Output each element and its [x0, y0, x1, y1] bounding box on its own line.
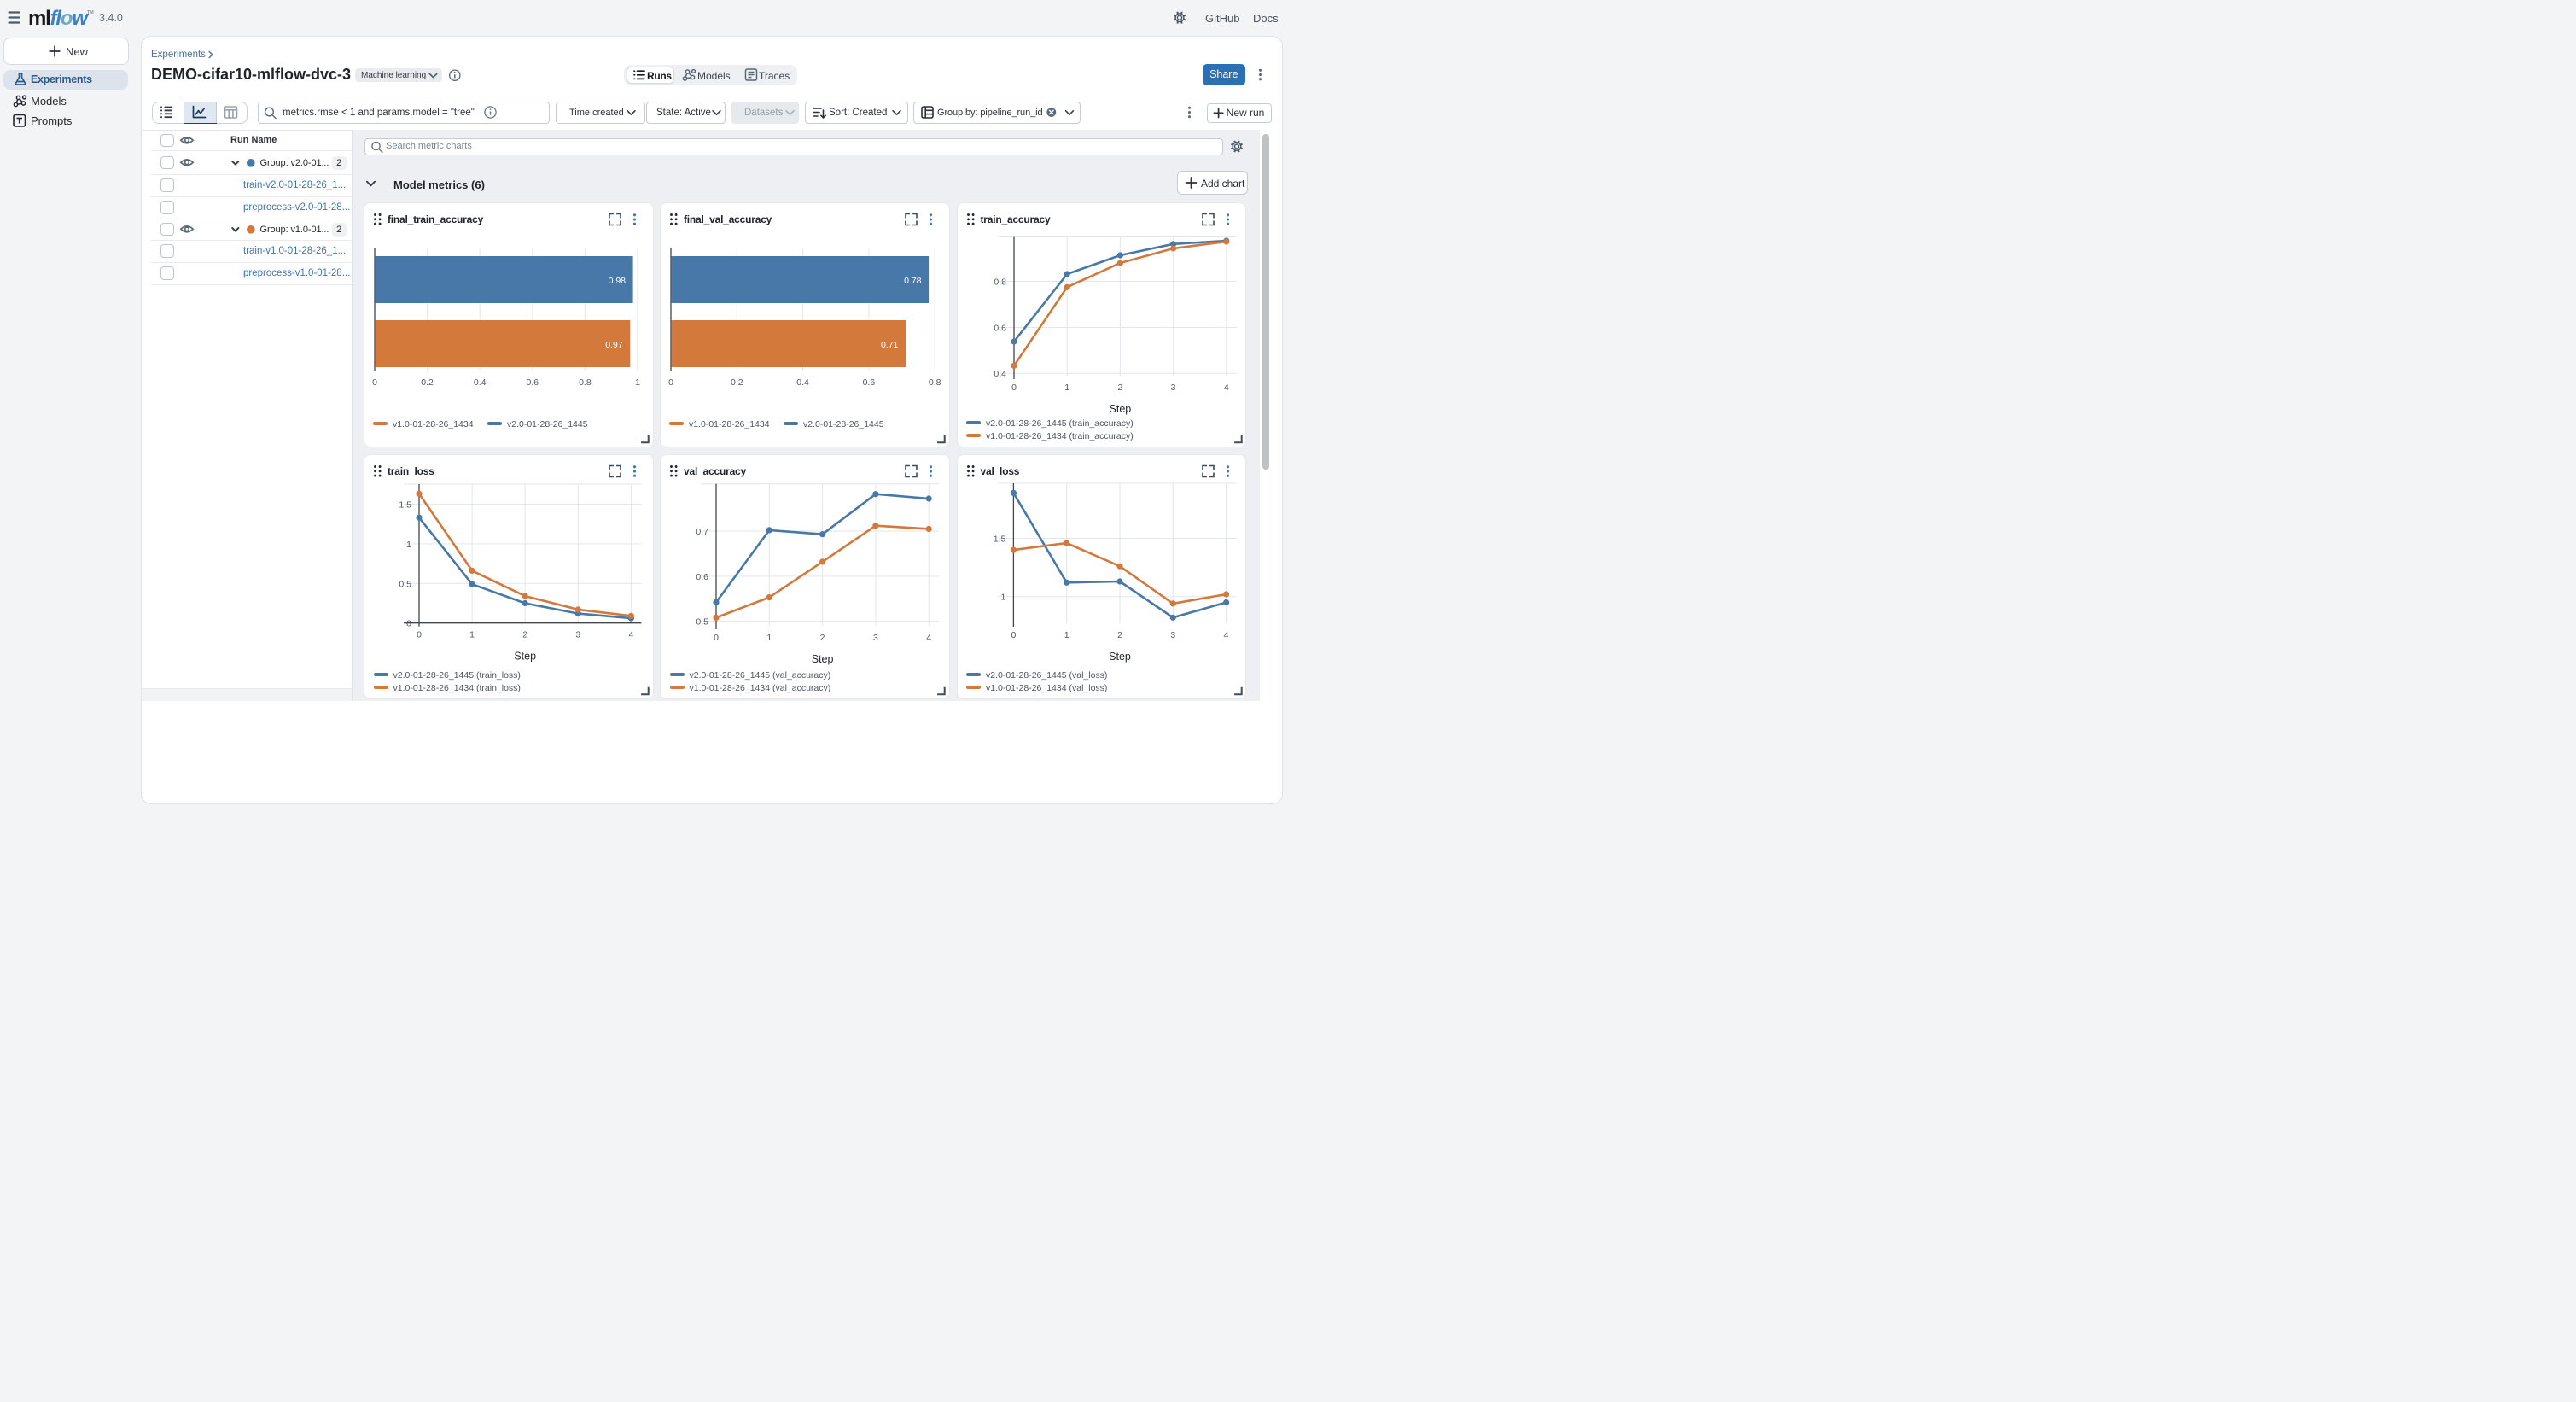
svg-text:1: 1 [406, 540, 411, 550]
svg-text:0.2: 0.2 [421, 377, 434, 388]
svg-text:1: 1 [1000, 593, 1005, 603]
svg-text:0: 0 [1011, 383, 1017, 393]
svg-text:0: 0 [1011, 630, 1016, 640]
svg-text:3: 3 [575, 630, 580, 640]
svg-text:0.5: 0.5 [696, 617, 708, 628]
svg-text:2: 2 [522, 630, 527, 640]
svg-text:0.2: 0.2 [731, 377, 743, 388]
svg-text:3: 3 [873, 633, 878, 643]
svg-text:0.6: 0.6 [526, 377, 539, 388]
svg-text:0.8: 0.8 [929, 377, 941, 388]
svg-text:1: 1 [1064, 630, 1069, 640]
svg-text:2: 2 [1117, 630, 1122, 640]
svg-text:1.5: 1.5 [399, 499, 411, 510]
svg-text:3: 3 [1170, 383, 1175, 393]
svg-text:2: 2 [1117, 383, 1122, 393]
svg-text:0.71: 0.71 [881, 340, 899, 350]
svg-text:0: 0 [714, 633, 719, 643]
svg-text:1: 1 [766, 633, 772, 643]
svg-text:1.5: 1.5 [993, 535, 1005, 545]
svg-text:0.4: 0.4 [994, 369, 1006, 379]
svg-text:0.78: 0.78 [904, 276, 922, 286]
svg-text:0.7: 0.7 [696, 527, 708, 537]
svg-text:0.97: 0.97 [605, 340, 623, 350]
svg-text:0: 0 [668, 377, 673, 388]
svg-text:0.6: 0.6 [696, 572, 708, 582]
svg-text:0.6: 0.6 [994, 324, 1006, 334]
svg-text:Step: Step [1109, 651, 1131, 663]
svg-text:Step: Step [1109, 403, 1131, 415]
svg-text:0.4: 0.4 [796, 377, 809, 388]
svg-text:0: 0 [406, 619, 411, 629]
svg-text:3: 3 [1170, 630, 1175, 640]
svg-text:4: 4 [1223, 630, 1228, 640]
svg-text:2: 2 [820, 633, 825, 643]
svg-text:0.6: 0.6 [863, 377, 876, 388]
svg-text:0.4: 0.4 [474, 377, 487, 388]
svg-text:Step: Step [514, 651, 536, 663]
svg-text:Step: Step [812, 653, 834, 665]
svg-text:4: 4 [628, 630, 633, 640]
svg-text:4: 4 [926, 633, 931, 643]
svg-text:0.98: 0.98 [609, 276, 627, 286]
svg-text:1: 1 [469, 630, 475, 640]
svg-text:0.8: 0.8 [579, 377, 592, 388]
svg-text:4: 4 [1223, 383, 1228, 393]
svg-text:0.8: 0.8 [994, 277, 1006, 288]
svg-text:0: 0 [417, 630, 422, 640]
svg-text:0: 0 [372, 377, 377, 388]
svg-text:1: 1 [635, 377, 640, 388]
svg-text:1: 1 [1064, 383, 1069, 393]
svg-text:0.5: 0.5 [399, 579, 411, 589]
